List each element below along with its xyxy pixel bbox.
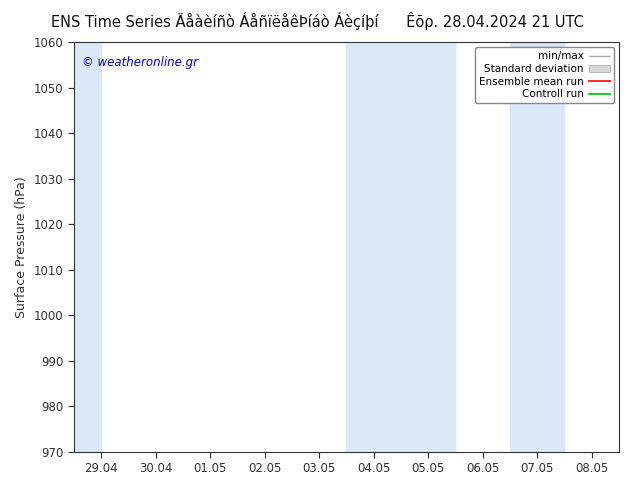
Bar [510, 42, 564, 452]
Bar [401, 42, 455, 452]
Text: © weatheronline.gr: © weatheronline.gr [82, 56, 198, 70]
Legend: min/max, Standard deviation, Ensemble mean run, Controll run: min/max, Standard deviation, Ensemble me… [475, 47, 614, 103]
Bar [74, 42, 101, 452]
Text: ENS Time Series Äåàèíñò ÁåñïëåêÞíáò Áèçíþí      Êõρ. 28.04.2024 21 UTC: ENS Time Series Äåàèíñò ÁåñïëåêÞíáò Áèçí… [51, 12, 583, 30]
Y-axis label: Surface Pressure (hPa): Surface Pressure (hPa) [15, 176, 28, 318]
Bar [346, 42, 401, 452]
